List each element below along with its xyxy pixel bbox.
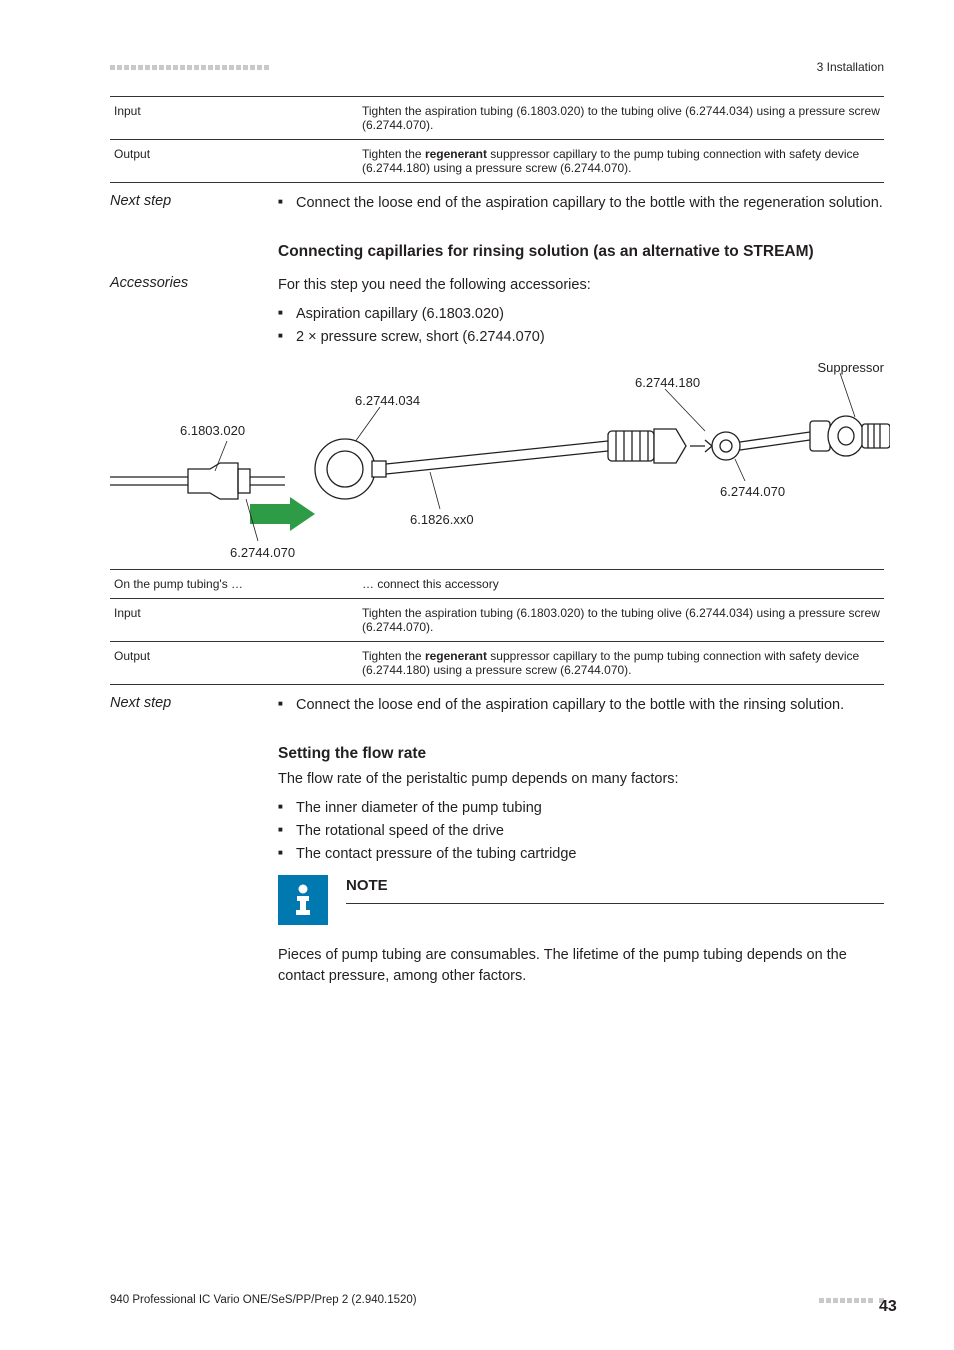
diagram-label: 6.2744.070 [720,484,785,499]
side-label: Accessories [110,275,278,350]
accessories-intro: For this step you need the following acc… [278,275,884,296]
list-item: Aspiration capillary (6.1803.020) [278,304,884,325]
diagram-label: 6.1803.020 [180,423,245,438]
side-label: Next step [110,695,278,718]
cell-value: Tighten the regenerant suppressor capill… [358,641,884,684]
cell-value: Tighten the aspiration tubing (6.1803.02… [358,97,884,140]
header-dots [110,65,269,70]
diagram-label: 6.2744.180 [635,375,700,390]
doc-id: 940 Professional IC Vario ONE/SeS/PP/Pre… [110,1294,417,1306]
next-step-1: Next step Connect the loose end of the a… [110,193,884,216]
accessories-block: Accessories For this step you need the f… [110,275,884,350]
cell-label: Input [110,97,358,140]
side-label: Next step [110,193,278,216]
table-row: Output Tighten the regenerant suppressor… [110,140,884,183]
cell-label: Input [110,598,358,641]
cell-value: Tighten the aspiration tubing (6.1803.02… [358,598,884,641]
table-row: On the pump tubing's … … connect this ac… [110,569,884,598]
column-header: On the pump tubing's … [110,569,358,598]
list-item: The contact pressure of the tubing cartr… [278,844,884,865]
note-title: NOTE [346,875,884,904]
list-item: The rotational speed of the drive [278,821,884,842]
table-capillary-1: Input Tighten the aspiration tubing (6.1… [110,96,884,183]
info-icon [278,875,328,925]
diagram-label: 6.1826.xx0 [410,512,474,527]
footer-dots: 43 [819,1298,884,1303]
list-item: Connect the loose end of the aspiration … [278,193,884,214]
table-capillary-2: On the pump tubing's … … connect this ac… [110,569,884,685]
diagram-label: 6.2744.034 [355,393,420,408]
subsection-title: Setting the flow rate [278,744,884,765]
section-title: 3 Installation [817,60,884,74]
table-row: Output Tighten the regenerant suppressor… [110,641,884,684]
cell-value: Tighten the regenerant suppressor capill… [358,140,884,183]
column-header: … connect this accessory [358,569,884,598]
next-step-2: Next step Connect the loose end of the a… [110,695,884,718]
page-header: 3 Installation [110,60,884,74]
capillary-diagram: 6.2744.180 6.2744.034 6.1803.020 [110,369,884,569]
cell-label: Output [110,140,358,183]
arrow-icon [250,497,315,531]
page-number: 43 [879,1298,884,1303]
table-row: Input Tighten the aspiration tubing (6.1… [110,598,884,641]
list-item: The inner diameter of the pump tubing [278,798,884,819]
diagram-label: 6.2744.070 [230,545,295,560]
heading-block-1: Connecting capillaries for rinsing solut… [110,224,884,267]
list-item: Connect the loose end of the aspiration … [278,695,884,716]
note-box: NOTE [278,875,884,925]
list-item: 2 × pressure screw, short (6.2744.070) [278,327,884,348]
flowrate-block: Setting the flow rate The flow rate of t… [110,726,884,987]
table-row: Input Tighten the aspiration tubing (6.1… [110,97,884,140]
note-body: Pieces of pump tubing are consumables. T… [278,945,884,987]
flowrate-intro: The flow rate of the peristaltic pump de… [278,769,884,790]
subsection-title: Connecting capillaries for rinsing solut… [278,242,884,263]
page-footer: 940 Professional IC Vario ONE/SeS/PP/Pre… [110,1294,884,1306]
cell-label: Output [110,641,358,684]
